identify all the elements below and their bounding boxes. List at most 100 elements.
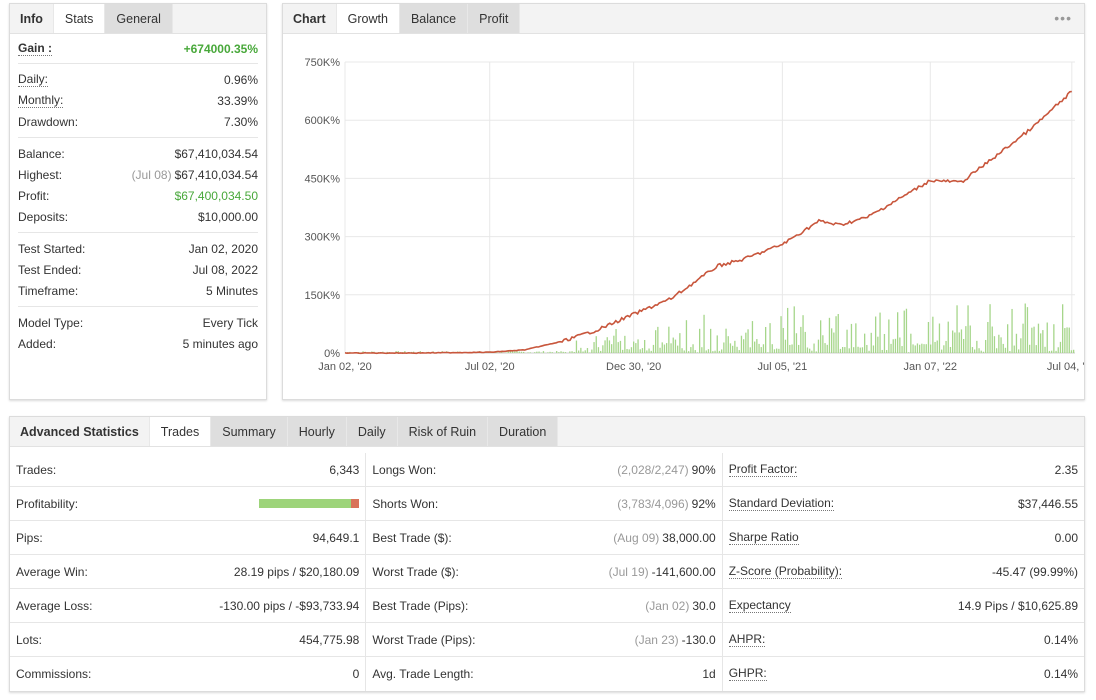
volume-bar <box>749 347 751 353</box>
volume-bar <box>804 331 806 353</box>
tab-hourly[interactable]: Hourly <box>287 417 347 446</box>
gain-label[interactable]: Gain : <box>18 40 53 56</box>
stat-label: Worst Trade (Pips): <box>372 632 476 647</box>
stat-cell: Pips: 94,649.1 <box>10 521 367 554</box>
volume-bar <box>630 347 633 353</box>
stat-value-detail: (Aug 09) <box>613 530 660 545</box>
volume-bar <box>518 351 520 353</box>
stat-label: Pips: <box>16 530 43 545</box>
tab-profit[interactable]: Profit <box>468 4 521 33</box>
volume-bar <box>782 327 784 353</box>
volume-bar <box>813 343 815 353</box>
tab-growth[interactable]: Growth <box>336 4 400 33</box>
stat-label[interactable]: Expectancy <box>728 597 791 613</box>
stat-label[interactable]: Monthly: <box>18 92 64 108</box>
stat-value: (Aug 09) 38,000.00 <box>613 531 715 545</box>
volume-bar <box>542 351 545 353</box>
volume-bar <box>1013 345 1015 353</box>
volume-bar <box>575 340 578 353</box>
table-row: Trades: 6,343 Longs Won: (2,028/2,247) 90% Pr… <box>10 453 1084 487</box>
stat-label: Profitability: <box>16 496 79 511</box>
stat-value-text: 2.35 <box>1054 462 1079 477</box>
stat-label[interactable]: Daily: <box>18 71 49 87</box>
stat-label[interactable]: Sharpe Ratio <box>728 529 799 545</box>
volume-bar <box>679 333 681 353</box>
volume-bar <box>1051 350 1053 353</box>
tab-general[interactable]: General <box>105 4 173 33</box>
stat-row: Test Started: Jan 02, 2020 <box>18 238 258 259</box>
volume-bar <box>963 338 965 353</box>
volume-bar <box>958 332 960 353</box>
volume-bar <box>941 349 943 353</box>
tab-info[interactable]: Info <box>10 4 54 33</box>
volume-bar <box>516 351 518 353</box>
stat-label: Drawdown: <box>18 114 79 129</box>
volume-bar <box>848 348 850 353</box>
volume-bar <box>677 345 679 353</box>
volume-bar <box>571 351 573 353</box>
stat-label[interactable]: GHPR: <box>728 666 767 681</box>
volume-bar <box>1035 345 1037 353</box>
table-row: Average Win: 28.19 pips / $20,180.09 Worst… <box>10 555 1084 589</box>
volume-bar <box>611 344 613 353</box>
volume-bar <box>857 346 859 353</box>
volume-bar <box>930 344 932 353</box>
stat-label: Trades: <box>16 462 57 477</box>
stat-cell: Sharpe Ratio 0.00 <box>723 521 1084 554</box>
volume-bar <box>705 350 707 353</box>
volume-bar <box>602 345 604 353</box>
tab-duration[interactable]: Duration <box>488 417 559 446</box>
stat-cell: Expectancy 14.9 Pips / $10,625.89 <box>723 589 1084 622</box>
volume-bar <box>773 349 776 353</box>
volume-bar <box>879 312 881 353</box>
stat-value-text: 0.14% <box>1043 632 1079 647</box>
tab-trades[interactable]: Trades <box>149 417 212 446</box>
stats-tabbar: Info Stats General <box>10 4 266 34</box>
more-menu-icon[interactable]: ••• <box>1054 10 1072 26</box>
volume-bar <box>936 340 938 353</box>
volume-bar <box>608 340 611 353</box>
volume-bar <box>991 326 993 353</box>
stat-cell: Profitability: <box>10 487 367 520</box>
stat-label: Longs Won: <box>372 462 437 477</box>
stat-value-detail: (2,028/2,247) <box>617 462 689 477</box>
stat-value-text: 28.19 pips / $20,180.09 <box>233 564 360 579</box>
tab-risk-of-ruin[interactable]: Risk of Ruin <box>397 417 489 446</box>
volume-bar <box>765 326 767 353</box>
volume-bar <box>1048 350 1051 353</box>
tab-summary[interactable]: Summary <box>211 417 288 446</box>
volume-bar <box>811 350 813 353</box>
volume-bar <box>604 340 606 353</box>
volume-bar <box>692 344 694 353</box>
volume-bar <box>943 345 945 353</box>
stat-cell: Lots: 454,775.98 <box>10 623 367 656</box>
volume-bar <box>699 328 701 353</box>
tab-chart[interactable]: Chart <box>283 4 337 33</box>
volume-bar <box>976 340 978 353</box>
volume-bar <box>846 329 848 353</box>
volume-bar <box>670 343 672 353</box>
tab-daily[interactable]: Daily <box>346 417 398 446</box>
stat-value: $67,410,034.54 <box>175 147 258 161</box>
volume-bar <box>560 351 562 353</box>
volume-bar <box>1009 351 1011 353</box>
volume-bar <box>989 304 991 353</box>
stat-value-date: (Jul 08) <box>131 167 172 182</box>
stat-label[interactable]: AHPR: <box>728 631 766 647</box>
stat-cell: Profit Factor: 2.35 <box>723 453 1084 486</box>
stat-value-text: 454,775.98 <box>299 632 360 647</box>
stat-label: Model Type: <box>18 315 84 330</box>
stat-label[interactable]: Profit Factor: <box>728 461 798 477</box>
tab-balance[interactable]: Balance <box>399 4 469 33</box>
volume-bar <box>751 321 754 353</box>
tab-stats[interactable]: Stats <box>53 4 106 33</box>
volume-bar <box>892 339 894 353</box>
stat-row: Daily: 0.96% <box>18 69 258 90</box>
volume-bar <box>743 339 745 353</box>
volume-bar <box>639 349 641 353</box>
stat-label[interactable]: Z-Score (Probability): <box>728 563 843 579</box>
stat-row: Test Ended: Jul 08, 2022 <box>18 259 258 280</box>
stat-value-text: 92% <box>691 496 716 511</box>
stat-value: 0.96% <box>224 73 258 87</box>
stat-label[interactable]: Standard Deviation: <box>728 495 835 511</box>
